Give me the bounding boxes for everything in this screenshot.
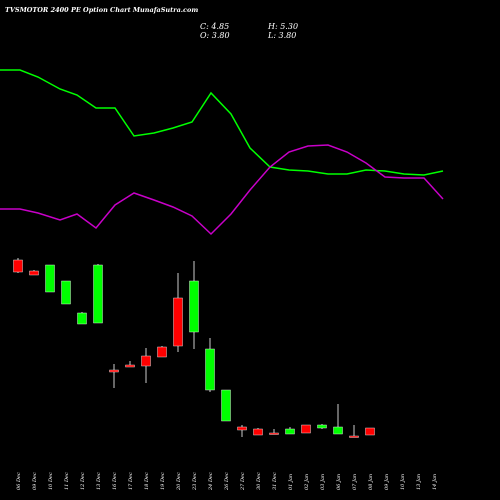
low-readout: L: 3.80	[267, 31, 296, 40]
candle-body	[29, 270, 39, 276]
x-tick-label: 30 Dec	[256, 472, 262, 490]
candle-body	[349, 435, 359, 438]
candle-body	[45, 264, 55, 293]
open-readout: O: 3.80	[200, 31, 230, 40]
x-tick-label: 11 Dec	[64, 472, 70, 490]
x-tick-label: 06 Dec	[16, 472, 22, 490]
candle-body	[93, 264, 103, 324]
x-tick-label: 01 Jan	[288, 474, 294, 490]
candle-body	[125, 364, 135, 368]
x-tick-label: 13 Jan	[416, 474, 422, 490]
candle-body	[77, 312, 87, 325]
candle-body	[205, 348, 215, 391]
candle-body	[13, 259, 23, 273]
x-tick-label: 03 Jan	[320, 474, 326, 490]
x-tick-label: 06 Jan	[336, 474, 342, 490]
candle-body	[253, 428, 263, 436]
candle-body	[333, 426, 343, 435]
green-indicator-line	[0, 69, 444, 176]
candle-body	[221, 389, 231, 422]
x-tick-label: 09 Jan	[384, 474, 390, 490]
x-tick-label: 08 Jan	[368, 474, 374, 490]
candle-body	[269, 432, 279, 435]
candle-body	[317, 424, 327, 429]
candle-body	[141, 355, 151, 367]
x-tick-label: 17 Dec	[128, 472, 134, 490]
close-readout: C: 4.85	[200, 22, 229, 31]
candle-body	[189, 280, 199, 333]
x-tick-label: 14 Jan	[432, 474, 438, 490]
candle-body	[285, 428, 295, 435]
candle-body	[61, 280, 71, 305]
candle-body	[109, 369, 119, 373]
x-tick-label: 07 Jan	[352, 474, 358, 490]
x-tick-label: 31 Dec	[272, 472, 278, 490]
candle-body	[173, 297, 183, 347]
chart-title: TVSMOTOR 2400 PE Option Chart MunafaSutr…	[5, 6, 198, 14]
x-tick-label: 10 Jan	[400, 474, 406, 490]
x-tick-label: 23 Dec	[192, 472, 198, 491]
x-tick-label: 12 Dec	[80, 472, 86, 490]
x-tick-label: 10 Dec	[48, 472, 54, 490]
magenta-indicator-line	[0, 144, 444, 236]
candle-body	[157, 346, 167, 358]
x-tick-label: 20 Dec	[176, 472, 182, 491]
x-tick-label: 16 Dec	[112, 472, 118, 490]
candle-body	[365, 427, 375, 436]
x-tick-label: 09 Dec	[32, 472, 38, 490]
candle-body	[301, 424, 311, 434]
candle-body	[237, 426, 247, 431]
x-tick-labels: 06 Dec 09 Dec 10 Dec 11 Dec 12 Dec 13 Dec 16 D…	[16, 472, 438, 491]
x-tick-label: 13 Dec	[96, 472, 102, 490]
high-readout: H: 5.30	[267, 22, 298, 31]
x-tick-label: 26 Dec	[224, 472, 230, 491]
x-tick-label: 27 Dec	[240, 472, 246, 491]
x-tick-label: 19 Dec	[160, 472, 166, 490]
candles-group	[13, 258, 375, 438]
x-tick-label: 24 Dec	[208, 472, 214, 491]
x-tick-label: 18 Dec	[144, 472, 150, 490]
x-tick-label: 02 Jan	[304, 474, 310, 490]
